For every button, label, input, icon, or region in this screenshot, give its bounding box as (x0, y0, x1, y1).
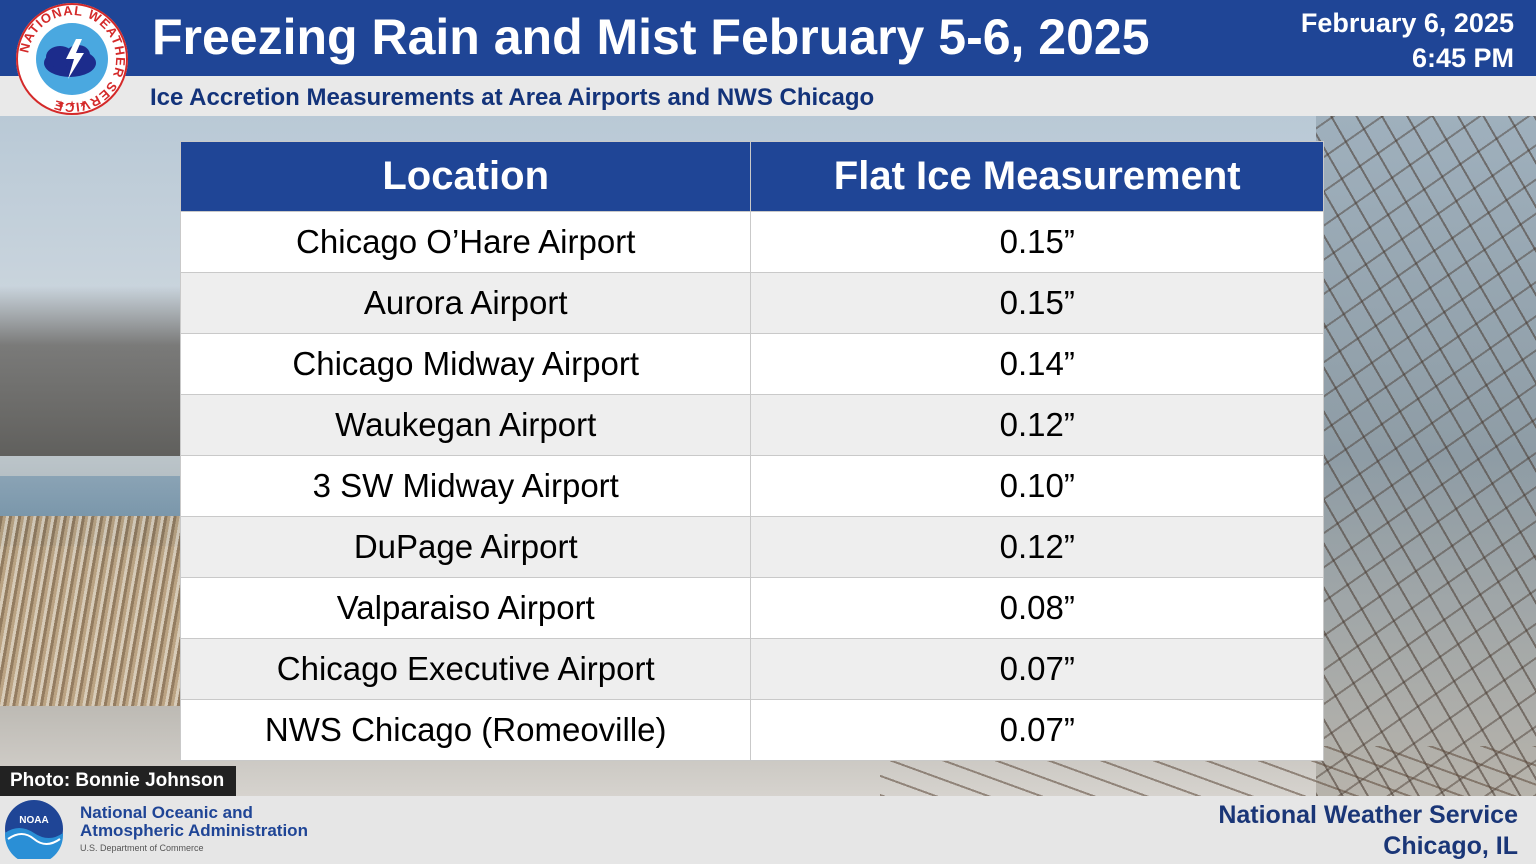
location-cell: 3 SW Midway Airport (179, 455, 752, 517)
noaa-department: U.S. Department of Commerce (80, 843, 204, 853)
measurement-cell: 0.12” (750, 516, 1324, 578)
measurement-cell: 0.15” (750, 272, 1324, 334)
measurement-cell: 0.12” (750, 394, 1324, 456)
subheader-bar (0, 76, 1536, 116)
column-header-measurement: Flat Ice Measurement (750, 141, 1324, 212)
measurement-cell: 0.08” (750, 577, 1324, 639)
noaa-name: National Oceanic and Atmospheric Adminis… (80, 804, 308, 840)
location-cell: Chicago O’Hare Airport (179, 211, 752, 273)
column-header-location: Location (179, 141, 752, 212)
location-cell: Chicago Midway Airport (179, 333, 752, 395)
measurement-cell: 0.07” (750, 638, 1324, 700)
table-row: Valparaiso Airport 0.08” (179, 577, 1324, 639)
table-row: Chicago Midway Airport 0.14” (179, 333, 1324, 395)
footer-bar (0, 796, 1536, 864)
svg-text:★ ★ ★: ★ ★ ★ (57, 100, 87, 110)
photo-credit: Photo: Bonnie Johnson (0, 766, 237, 796)
table-row: 3 SW Midway Airport 0.10” (179, 455, 1324, 517)
noaa-name-line2: Atmospheric Administration (80, 821, 308, 840)
table-row: Chicago O’Hare Airport 0.15” (179, 211, 1324, 273)
table-row: Chicago Executive Airport 0.07” (179, 638, 1324, 700)
table-row: DuPage Airport 0.12” (179, 516, 1324, 578)
page-subtitle: Ice Accretion Measurements at Area Airpo… (150, 84, 875, 111)
measurement-cell: 0.10” (750, 455, 1324, 517)
nws-office-name: National Weather Service (1218, 801, 1518, 829)
ice-measurement-table: Location Flat Ice Measurement Chicago O’… (179, 141, 1324, 761)
table-row: Waukegan Airport 0.12” (179, 394, 1324, 456)
location-cell: NWS Chicago (Romeoville) (179, 699, 752, 761)
location-cell: Chicago Executive Airport (179, 638, 752, 700)
nws-office: National Weather Service Chicago, IL (1218, 800, 1518, 862)
table-row: NWS Chicago (Romeoville) 0.07” (179, 699, 1324, 761)
svg-text:NOAA: NOAA (19, 815, 48, 826)
noaa-logo-icon: NOAA (5, 800, 63, 859)
location-cell: Waukegan Airport (179, 394, 752, 456)
noaa-name-line1: National Oceanic and (80, 803, 253, 822)
measurement-cell: 0.15” (750, 211, 1324, 273)
nws-office-location: Chicago, IL (1383, 832, 1518, 860)
location-cell: DuPage Airport (179, 516, 752, 578)
measurement-cell: 0.14” (750, 333, 1324, 395)
location-cell: Aurora Airport (179, 272, 752, 334)
photo-grass (0, 516, 190, 706)
nws-logo-icon: NATIONAL WEATHER SERVICE ★ ★ ★ (16, 3, 128, 115)
photo-trees (0, 286, 190, 456)
issue-time: 6:45 PM (1411, 43, 1514, 73)
table-header-row: Location Flat Ice Measurement (179, 141, 1324, 212)
photo-icy-branches (1316, 116, 1536, 796)
issue-date: February 6, 2025 (1300, 8, 1514, 38)
header-bar (0, 0, 1536, 76)
location-cell: Valparaiso Airport (179, 577, 752, 639)
issue-datetime: February 6, 2025 6:45 PM (1301, 6, 1514, 76)
table-row: Aurora Airport 0.15” (179, 272, 1324, 334)
page-title: Freezing Rain and Mist February 5-6, 202… (152, 9, 1150, 65)
measurement-cell: 0.07” (750, 699, 1324, 761)
